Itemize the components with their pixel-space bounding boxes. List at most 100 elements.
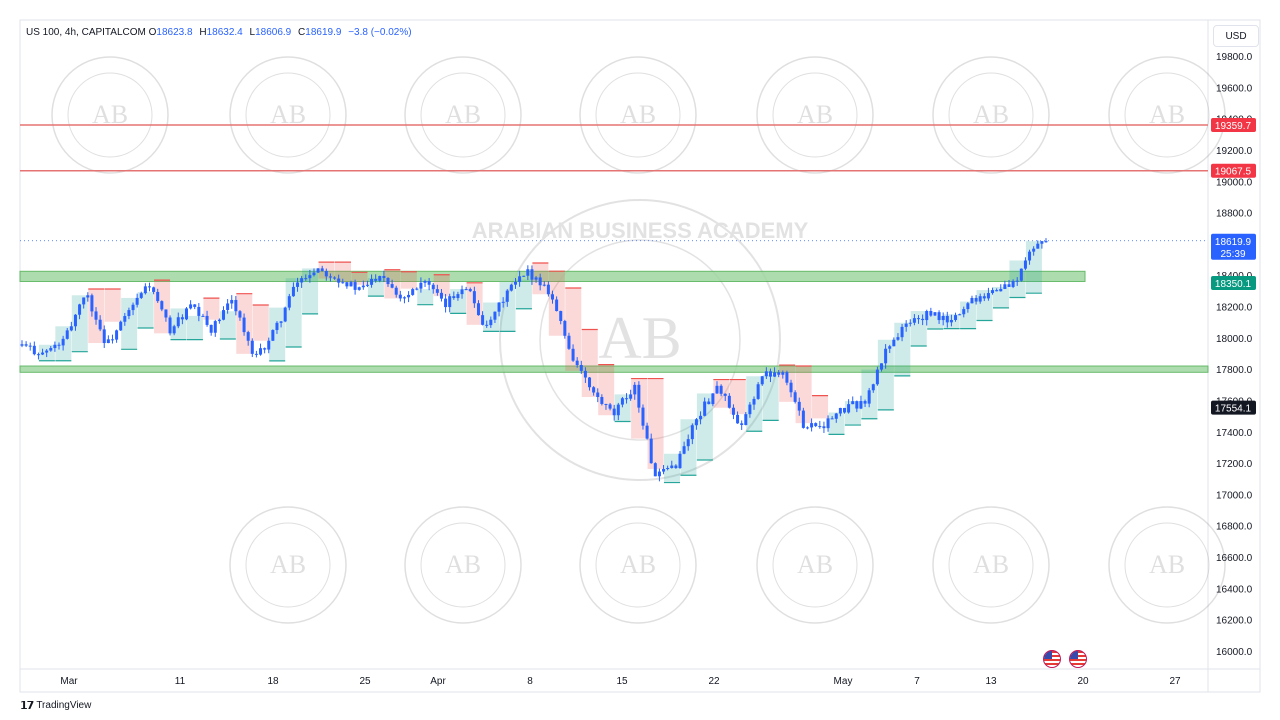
candle-body [73, 314, 77, 327]
candle-body [563, 321, 567, 336]
watermark-seal: AB [404, 506, 522, 624]
candle-body [86, 295, 90, 298]
close-key: C [298, 27, 306, 38]
candle-body [448, 296, 452, 308]
seal-ring [229, 506, 347, 624]
candle-body [810, 423, 814, 428]
bull-cloud [186, 315, 203, 340]
y-tick-label: 18800.0 [1216, 209, 1253, 220]
seal-brand-text: ARABIAN BUSINESS ACADEMY [472, 218, 809, 243]
currency-button[interactable]: USD [1213, 25, 1259, 47]
candle-body [123, 316, 127, 322]
candle-body [518, 276, 522, 282]
candle-body [460, 289, 464, 295]
watermark-seal: AB [229, 56, 347, 174]
candle-body [287, 296, 291, 308]
candle-body [476, 303, 480, 316]
candle-body [620, 398, 624, 405]
candle-body [583, 370, 587, 378]
tradingview-footer[interactable]: 𝟭𝟳 TradingView [20, 699, 91, 712]
y-tick-label: 16200.0 [1216, 616, 1253, 627]
seal-ring [420, 72, 506, 158]
candle-body [814, 423, 818, 427]
candle-body [604, 403, 608, 405]
green-level-label-bg [1211, 276, 1256, 291]
x-tick-label: 11 [175, 676, 186, 687]
candle-body [736, 414, 740, 424]
candle-body [1032, 248, 1036, 252]
candle-body [785, 372, 789, 383]
bear-cloud [400, 271, 417, 289]
price-axis-labels: 19359.7 19067.5 18619.925:39 18350.1 17554.1 [1211, 117, 1256, 415]
watermark-seal: AB [229, 506, 347, 624]
bull-cloud [269, 307, 286, 361]
candle-body [61, 338, 65, 346]
candle-body [308, 275, 312, 279]
candle-body [662, 468, 666, 472]
x-tick-label: 27 [1169, 676, 1181, 687]
seal-monogram: AB [270, 550, 306, 579]
candle-body [119, 321, 123, 331]
candle-body [1019, 268, 1023, 281]
candle-body [871, 384, 875, 391]
candle-body [715, 385, 719, 394]
candle-body [180, 317, 184, 320]
candle-body [102, 329, 106, 344]
candle-body [880, 363, 884, 370]
x-axis[interactable]: Mar 11 18 25 Apr 8 15 22 May 7 13 20 27 [60, 676, 1181, 687]
seal-ring [404, 506, 522, 624]
candle-body [999, 288, 1003, 292]
candle-body [657, 471, 661, 477]
candle-body [929, 311, 933, 316]
seal-ring [932, 506, 1050, 624]
us-flag-icon[interactable] [1069, 650, 1087, 668]
candle-body [1040, 241, 1044, 244]
y-tick-label: 19200.0 [1216, 146, 1253, 157]
candle-body [1044, 241, 1048, 243]
seal-ring [595, 522, 681, 608]
candle-body [538, 277, 542, 286]
candle-body [197, 306, 201, 316]
y-tick-label: 19600.0 [1216, 83, 1253, 94]
candle-body [279, 321, 283, 323]
candle-body [756, 384, 760, 399]
candle-body [797, 401, 801, 411]
candle-body [328, 276, 332, 278]
candle-body [131, 304, 135, 311]
candle-body [254, 353, 258, 355]
candle-body [818, 426, 822, 428]
candle-body [139, 293, 143, 298]
candle-body [513, 281, 517, 285]
bull-cloud [762, 374, 779, 421]
candle-body [838, 407, 842, 414]
bear-cloud [565, 287, 582, 371]
bear-cloud [104, 289, 121, 322]
candle-body [353, 282, 357, 290]
seal-monogram: AB [620, 550, 656, 579]
candle-body [875, 369, 879, 385]
candle-body [78, 304, 82, 315]
candle-body [115, 330, 119, 340]
candle-body [954, 315, 958, 320]
symbol-legend[interactable]: US 100, 4h, CAPITALCOM O18623.8 H18632.4… [26, 27, 412, 38]
candle-body [982, 296, 986, 299]
candle-body [933, 312, 937, 316]
watermark-layer: AB AB AB AB AB AB AB AB AB AB AB AB AB AB ARABIAN BUSI… [51, 56, 1226, 624]
bull-cloud [992, 286, 1009, 308]
candle-body [1007, 284, 1011, 287]
candle-body [571, 348, 575, 361]
candle-body [205, 315, 209, 325]
candle-body [246, 332, 250, 341]
candle-body [834, 413, 838, 419]
candle-body [842, 407, 846, 413]
candle-body [135, 297, 139, 305]
y-tick-label: 16000.0 [1216, 647, 1253, 658]
high-key: H [199, 27, 207, 38]
us-flag-icon[interactable] [1043, 650, 1061, 668]
candle-body [625, 398, 629, 400]
candle-body [28, 345, 32, 347]
candle-body [291, 286, 295, 297]
candlestick-series [20, 238, 1048, 482]
